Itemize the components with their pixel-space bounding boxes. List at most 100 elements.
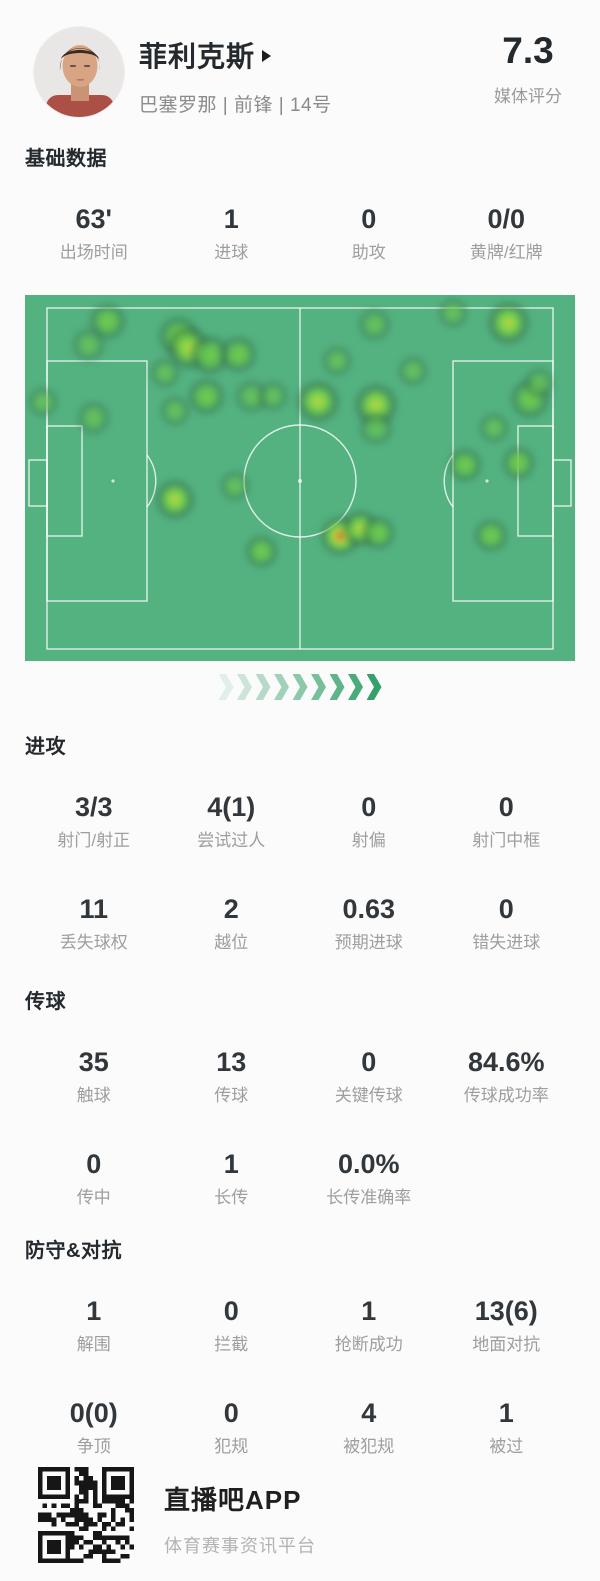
stat-value: 0.63: [342, 894, 396, 924]
section-title: 基础数据: [25, 148, 107, 170]
rating-value: 7.3: [502, 30, 554, 71]
stat-label: 助攻: [351, 243, 386, 262]
stat-value: 0: [361, 204, 377, 234]
stat-label: 出场时间: [59, 243, 128, 262]
app-name: 直播吧APP: [164, 1485, 302, 1515]
stat-value: 4: [361, 1398, 377, 1428]
stat-value: 1: [86, 1296, 102, 1326]
stat-passing-1-2: 0.0% 长传准确率: [300, 1148, 438, 1210]
stat-label: 被犯规: [343, 1437, 395, 1456]
stat-value: 35: [78, 1047, 109, 1077]
stat-attack-1-3: 0 错失进球: [438, 893, 576, 955]
player-header: 菲利克斯 巴塞罗那 | 前锋 | 14号 7.3 媒体评分: [0, 0, 600, 118]
stat-value: 0(0): [69, 1398, 118, 1428]
stat-attack-0-0: 3/3 射门/射正: [25, 791, 163, 853]
stat-value: 4(1): [207, 792, 256, 822]
stat-defense-1-0: 0(0) 争顶: [25, 1397, 163, 1459]
stat-value: 0: [498, 894, 514, 924]
stat-label: 射门/射正: [57, 831, 131, 850]
stat-label: 黄牌/红牌: [469, 243, 543, 262]
stat-label: 关键传球: [334, 1086, 403, 1105]
stat-value: 0: [498, 792, 514, 822]
stat-label: 射偏: [351, 831, 386, 850]
app-tagline: 体育赛事资讯平台: [164, 1536, 316, 1556]
stat-row-defense-1: 0(0) 争顶 0 犯规 4 被犯规 1 被过: [0, 1397, 600, 1459]
stat-value: 1: [498, 1398, 514, 1428]
stat-attack-1-0: 11 丢失球权: [25, 893, 163, 955]
stat-label: 地面对抗: [472, 1335, 541, 1354]
stat-row-passing-0: 35 触球 13 传球 0 关键传球 84.6% 传球成功率: [0, 1046, 600, 1108]
chevron-icon: [274, 674, 289, 700]
stat-value: 84.6%: [467, 1047, 545, 1077]
stat-passing-0-2: 0 关键传球: [300, 1046, 438, 1108]
football-pitch: [25, 295, 575, 661]
stat-label: 解围: [76, 1335, 111, 1354]
stat-value: 13(6): [474, 1296, 538, 1326]
stat-defense-1-2: 4 被犯规: [300, 1397, 438, 1459]
stat-value: 0: [223, 1296, 239, 1326]
chevron-icon: [348, 674, 363, 700]
player-heatmap: [25, 295, 575, 661]
stat-value: 63': [75, 204, 112, 234]
stat-attack-0-2: 0 射偏: [300, 791, 438, 853]
rating-box: 7.3 媒体评分: [486, 26, 570, 107]
stat-value: 3/3: [74, 792, 113, 822]
stat-passing-0-1: 13 传球: [163, 1046, 301, 1108]
stat-attack-1-1: 2 越位: [163, 893, 301, 955]
stat-row-passing-1: 0 传中 1 长传 0.0% 长传准确率: [0, 1148, 600, 1210]
stat-label: 越位: [214, 933, 249, 952]
stat-value: 13: [216, 1047, 247, 1077]
stat-label: 丢失球权: [59, 933, 128, 952]
stat-basic-0-3: 0/0 黄牌/红牌: [438, 203, 576, 265]
stat-basic-0-1: 1 进球: [163, 203, 301, 265]
section-attack: 进攻 3/3 射门/射正 4(1) 尝试过人 0 射偏 0 射门中框 11 丢失球权 2 越位 0.63…: [0, 730, 600, 955]
section-title: 传球: [25, 991, 66, 1013]
stat-defense-0-0: 1 解围: [25, 1295, 163, 1357]
stat-label: 长传准确率: [326, 1188, 412, 1207]
stat-value: 0: [361, 792, 377, 822]
stat-value: 0/0: [487, 204, 526, 234]
stat-defense-1-1: 0 犯规: [163, 1397, 301, 1459]
chevron-icon: [218, 674, 234, 700]
penalty-spots: [111, 479, 489, 483]
stat-value: 1: [223, 1149, 239, 1179]
stat-value: 0: [223, 1398, 239, 1428]
chevron-icon: [311, 674, 326, 700]
stat-passing-0-3: 84.6% 传球成功率: [438, 1046, 576, 1108]
chevron-icon: [237, 674, 252, 700]
section-basic-data: 基础数据 63' 出场时间 1 进球 0 助攻 0/0 黄牌/红牌: [0, 142, 600, 265]
stat-label: 被过: [489, 1437, 524, 1456]
stat-row-basic-0: 63' 出场时间 1 进球 0 助攻 0/0 黄牌/红牌: [0, 203, 600, 265]
stat-row-attack-1: 11 丢失球权 2 越位 0.63 预期进球 0 错失进球: [0, 893, 600, 955]
stat-label: 传球: [214, 1086, 249, 1105]
section-passing: 传球 35 触球 13 传球 0 关键传球 84.6% 传球成功率 0 传中 1 长传 0.0% 长传准确…: [0, 985, 600, 1210]
stat-label: 触球: [76, 1086, 111, 1105]
stat-defense-0-1: 0 拦截: [163, 1295, 301, 1357]
stat-value: 1: [223, 204, 239, 234]
stat-basic-0-0: 63' 出场时间: [25, 203, 163, 265]
chevron-icon: [329, 674, 345, 700]
player-name-button[interactable]: 菲利克斯: [139, 35, 332, 75]
stat-label: 错失进球: [472, 933, 541, 952]
chevron-icon: [292, 674, 308, 700]
stat-value: 1: [361, 1296, 377, 1326]
stat-defense-0-2: 1 抢断成功: [300, 1295, 438, 1357]
stat-label: 拦截: [214, 1335, 249, 1354]
player-photo-placeholder: [34, 27, 124, 117]
stat-label: 尝试过人: [197, 831, 266, 850]
player-avatar: [33, 26, 125, 118]
stat-label: 争顶: [76, 1437, 111, 1456]
player-name: 菲利克斯: [139, 41, 256, 72]
section-title: 防守&对抗: [25, 1240, 122, 1262]
stat-attack-0-1: 4(1) 尝试过人: [163, 791, 301, 853]
stat-attack-0-3: 0 射门中框: [438, 791, 576, 853]
stat-passing-0-0: 35 触球: [25, 1046, 163, 1108]
stat-label: 射门中框: [472, 831, 541, 850]
section-defense: 防守&对抗 1 解围 0 拦截 1 抢断成功 13(6) 地面对抗 0(0) 争顶 0 犯规 4 被犯规 1…: [0, 1234, 600, 1459]
stat-passing-1-0: 0 传中: [25, 1148, 163, 1210]
stat-label: 传中: [76, 1188, 111, 1207]
stat-row-attack-0: 3/3 射门/射正 4(1) 尝试过人 0 射偏 0 射门中框: [0, 791, 600, 853]
stat-defense-1-3: 1 被过: [438, 1397, 576, 1459]
stat-label: 长传: [214, 1188, 249, 1207]
rating-label: 媒体评分: [494, 87, 562, 106]
